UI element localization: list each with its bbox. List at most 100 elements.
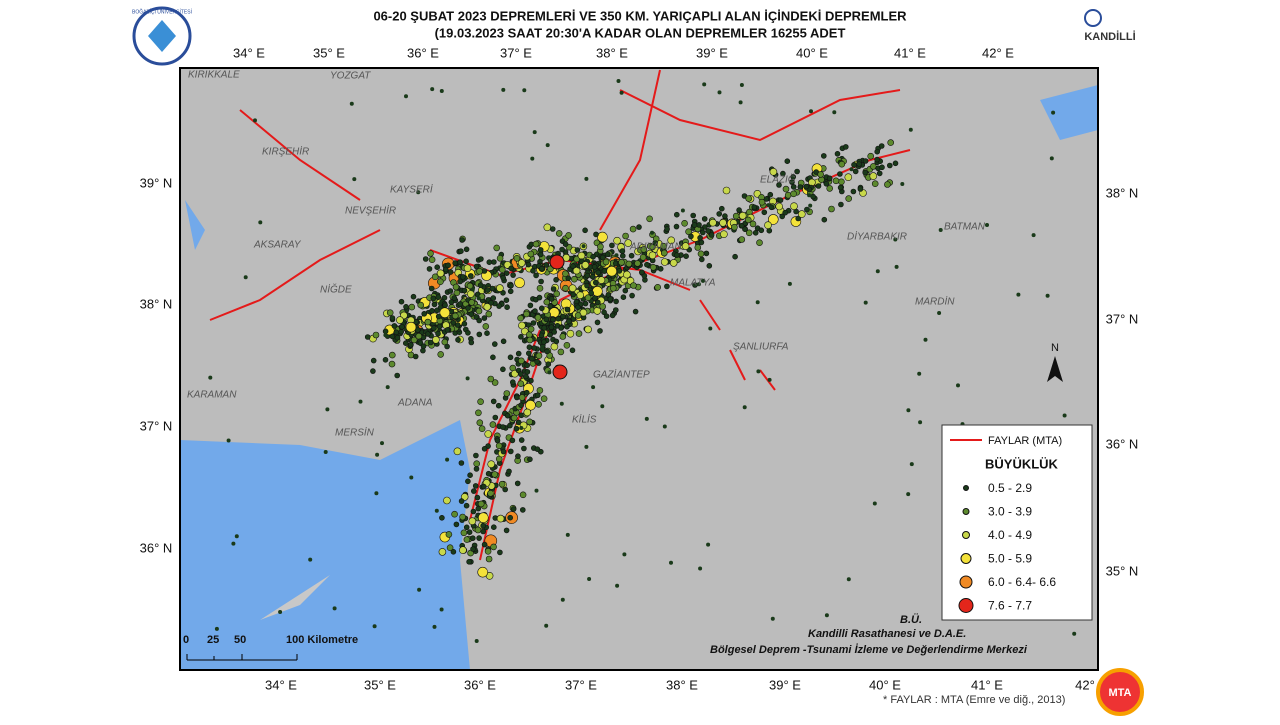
north-arrow [1047, 356, 1063, 382]
city-label: ELAZIĞ [760, 173, 796, 186]
epicentre [649, 263, 657, 271]
epicentre [444, 327, 451, 333]
epicentre [648, 251, 657, 260]
epicentre [445, 262, 451, 269]
epicentre [612, 307, 619, 313]
epicentre [468, 517, 477, 526]
epicentre [458, 498, 465, 504]
epicentre [526, 336, 534, 344]
epicentre [582, 227, 588, 234]
epicentre [756, 369, 761, 374]
epicentre [442, 302, 448, 309]
epicentre [517, 259, 526, 267]
epicentre [804, 206, 810, 213]
epicentre [566, 329, 575, 338]
lat-label: 38° N [1106, 185, 1139, 200]
epicentre [541, 325, 548, 331]
epicentre [498, 480, 506, 488]
lon-label: 38° E [666, 677, 698, 692]
epicentre [323, 450, 328, 454]
epicentre [790, 174, 797, 180]
epicentre [872, 501, 877, 506]
epicentre [500, 289, 506, 296]
epicentre [625, 260, 633, 268]
epicentre [698, 256, 705, 263]
epicentre [442, 266, 449, 273]
epicentre [856, 161, 862, 167]
epicentre [349, 101, 354, 106]
epicentre [780, 170, 786, 177]
epicentre [394, 372, 401, 379]
epicentre [527, 456, 533, 463]
epicentre [532, 240, 540, 248]
epicentre [613, 236, 621, 245]
credit: Kandilli Rasathanesi ve D.A.E. [808, 628, 966, 640]
epicentre [435, 330, 441, 337]
epicentre [838, 178, 845, 186]
kandilli-logo [1084, 9, 1102, 27]
epicentre [582, 300, 589, 307]
epicentre [591, 385, 596, 390]
epicentre [846, 577, 851, 582]
map-frame [179, 67, 1099, 671]
epicentre [487, 375, 495, 383]
epicentre [550, 286, 557, 292]
epicentre [985, 223, 989, 227]
epicentre [634, 260, 641, 267]
epicentre [518, 321, 526, 330]
epicentre [408, 303, 416, 311]
epicentre [415, 332, 423, 340]
epicentre [465, 376, 470, 381]
epicentre [431, 301, 438, 308]
epicentre [396, 316, 404, 324]
epicentre [646, 215, 653, 223]
epicentre [447, 269, 454, 275]
epicentre [508, 265, 515, 272]
epicentre [601, 309, 607, 316]
epicentre [519, 507, 526, 513]
epicentre [731, 223, 738, 231]
epicentre [258, 220, 263, 225]
epicentre [874, 148, 881, 155]
epicentre [491, 471, 499, 478]
epicentre [451, 312, 459, 320]
epicentre [226, 438, 231, 443]
epicentre [474, 639, 479, 643]
epicentre [591, 264, 598, 270]
epicentre [584, 282, 590, 289]
epicentre [535, 400, 542, 408]
epicentre [473, 263, 480, 270]
epicentre [751, 204, 758, 210]
epicentre [620, 294, 627, 301]
epicentre [536, 294, 543, 301]
epicentre [458, 248, 464, 254]
epicentre [879, 164, 885, 171]
epicentre [412, 353, 419, 360]
epicentre [496, 284, 504, 292]
epicentre [391, 323, 398, 329]
epicentre [500, 424, 506, 430]
epicentre [521, 445, 527, 452]
epicentre [622, 232, 629, 240]
epicentre [887, 139, 895, 146]
epicentre [389, 315, 396, 321]
epicentre [538, 332, 545, 339]
epicentre [614, 253, 619, 258]
epicentre [457, 278, 463, 285]
legend-symbol [963, 485, 969, 491]
epicentre [389, 333, 396, 340]
epicentre [522, 88, 527, 93]
epicentre [690, 212, 697, 219]
legend-label: 5.0 - 5.9 [988, 552, 1032, 566]
epicentre [438, 548, 447, 556]
lon-label: 36° E [407, 45, 439, 60]
epicentre [460, 274, 466, 280]
epicentre [466, 529, 473, 536]
epicentre [782, 209, 789, 216]
epicentre [518, 333, 524, 340]
epicentre [1051, 110, 1056, 115]
lon-label: 40° E [869, 677, 901, 692]
lon-label: 38° E [596, 45, 628, 60]
epicentre [531, 345, 538, 351]
epicentre [603, 313, 610, 320]
